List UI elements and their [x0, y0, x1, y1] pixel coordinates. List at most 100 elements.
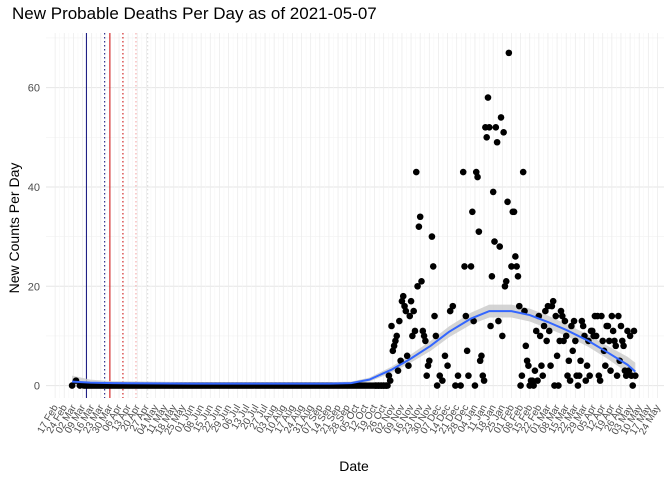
data-point: [471, 382, 479, 389]
data-point: [595, 372, 603, 379]
data-point: [499, 332, 506, 340]
chart-title: New Probable Deaths Per Day as of 2021-0…: [12, 4, 377, 23]
data-point: [561, 317, 569, 325]
data-point: [513, 263, 520, 270]
data-point: [622, 372, 630, 379]
data-point: [465, 372, 472, 379]
data-point: [518, 372, 526, 379]
data-point: [625, 367, 633, 374]
data-point: [620, 342, 627, 350]
data-point: [582, 377, 590, 384]
data-point: [626, 332, 634, 340]
data-point: [504, 198, 511, 206]
data-point: [439, 377, 446, 384]
data-point: [476, 357, 484, 365]
data-point: [416, 213, 424, 221]
data-point: [392, 337, 399, 345]
data-point: [604, 322, 612, 330]
data-point: [431, 312, 438, 320]
data-point: [407, 297, 415, 305]
data-point: [583, 362, 591, 370]
data-point: [572, 337, 579, 345]
data-point: [424, 362, 432, 370]
data-point: [508, 263, 515, 270]
data-point: [461, 263, 468, 270]
data-point: [469, 208, 476, 216]
data-point: [568, 322, 575, 330]
data-point: [502, 277, 510, 285]
data-point: [618, 337, 626, 345]
data-point: [396, 317, 403, 325]
data-point: [402, 307, 410, 315]
data-point: [564, 372, 571, 379]
data-point: [472, 168, 480, 176]
trend-line: [72, 310, 636, 385]
y-axis-title: New Counts Per Day: [6, 163, 22, 294]
data-point: [624, 327, 631, 335]
data-point: [545, 327, 553, 335]
data-point: [549, 297, 557, 305]
data-point: [406, 312, 414, 320]
data-point: [505, 49, 513, 57]
data-point: [534, 377, 541, 384]
data-point: [515, 302, 523, 310]
data-point: [596, 377, 604, 384]
data-point: [388, 322, 395, 330]
data-point: [602, 362, 609, 370]
data-point: [385, 372, 393, 379]
data-point: [560, 337, 567, 345]
data-point: [436, 372, 444, 379]
data-point: [428, 233, 436, 240]
data-point: [629, 382, 637, 389]
data-point: [401, 302, 408, 310]
data-point: [557, 307, 565, 315]
data-point: [446, 307, 454, 315]
data-point: [382, 382, 390, 389]
data-point: [403, 352, 411, 360]
data-point: [68, 382, 76, 389]
data-point: [411, 327, 419, 335]
data-point: [459, 168, 467, 176]
data-point: [484, 94, 492, 101]
data-point: [433, 382, 441, 389]
data-point: [578, 317, 586, 325]
data-point: [454, 372, 462, 379]
data-point: [496, 243, 504, 250]
data-point: [543, 337, 550, 345]
data-point: [483, 133, 490, 141]
data-point: [586, 372, 593, 379]
confidence-band: [72, 304, 636, 388]
data-point: [592, 332, 600, 340]
data-point: [577, 357, 584, 365]
data-point: [491, 238, 498, 245]
data-point: [598, 312, 605, 320]
data-point: [608, 312, 616, 320]
data-point: [548, 302, 556, 310]
data-point: [510, 208, 518, 216]
data-point: [409, 332, 416, 340]
y-tick-label: 60: [28, 83, 40, 95]
data-point: [467, 263, 475, 270]
data-point: [579, 322, 587, 330]
data-point: [529, 377, 536, 384]
data-point: [617, 322, 625, 330]
data-point: [605, 337, 613, 345]
data-point: [632, 372, 639, 379]
x-axis-title: Date: [339, 458, 369, 474]
data-point: [386, 377, 394, 384]
grid-layer: [46, 33, 664, 398]
smooth-trend-line: [72, 310, 636, 385]
data-point: [615, 312, 622, 320]
data-point: [489, 188, 497, 196]
data-point: [493, 138, 501, 146]
smooth-confidence-band: [72, 304, 636, 388]
data-point: [531, 367, 539, 374]
data-point: [522, 342, 530, 350]
data-points: [68, 49, 639, 389]
data-point: [441, 352, 449, 360]
data-point: [542, 307, 549, 315]
data-point: [492, 124, 500, 131]
data-point: [394, 367, 402, 374]
